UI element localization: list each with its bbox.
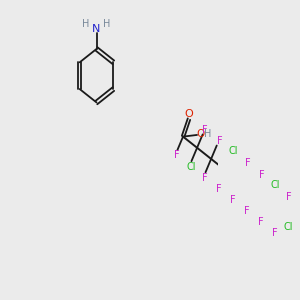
Text: F: F bbox=[244, 158, 250, 168]
Text: O: O bbox=[184, 109, 193, 119]
Text: F: F bbox=[272, 228, 278, 239]
Text: Cl: Cl bbox=[186, 161, 196, 172]
Text: F: F bbox=[259, 169, 264, 179]
Text: F: F bbox=[202, 173, 208, 183]
Text: H: H bbox=[82, 19, 90, 29]
Text: H: H bbox=[103, 19, 111, 29]
Text: F: F bbox=[286, 191, 292, 202]
Text: Cl: Cl bbox=[284, 222, 293, 232]
Text: F: F bbox=[173, 150, 179, 160]
Text: F: F bbox=[217, 136, 222, 146]
Text: F: F bbox=[216, 184, 222, 194]
Text: O: O bbox=[196, 129, 205, 139]
Text: F: F bbox=[258, 217, 264, 227]
Text: Cl: Cl bbox=[229, 146, 238, 156]
Text: H: H bbox=[204, 129, 211, 139]
Text: F: F bbox=[202, 125, 208, 135]
Text: Cl: Cl bbox=[270, 180, 280, 190]
Text: F: F bbox=[230, 195, 236, 205]
Text: N: N bbox=[92, 24, 101, 34]
Text: F: F bbox=[244, 206, 250, 216]
